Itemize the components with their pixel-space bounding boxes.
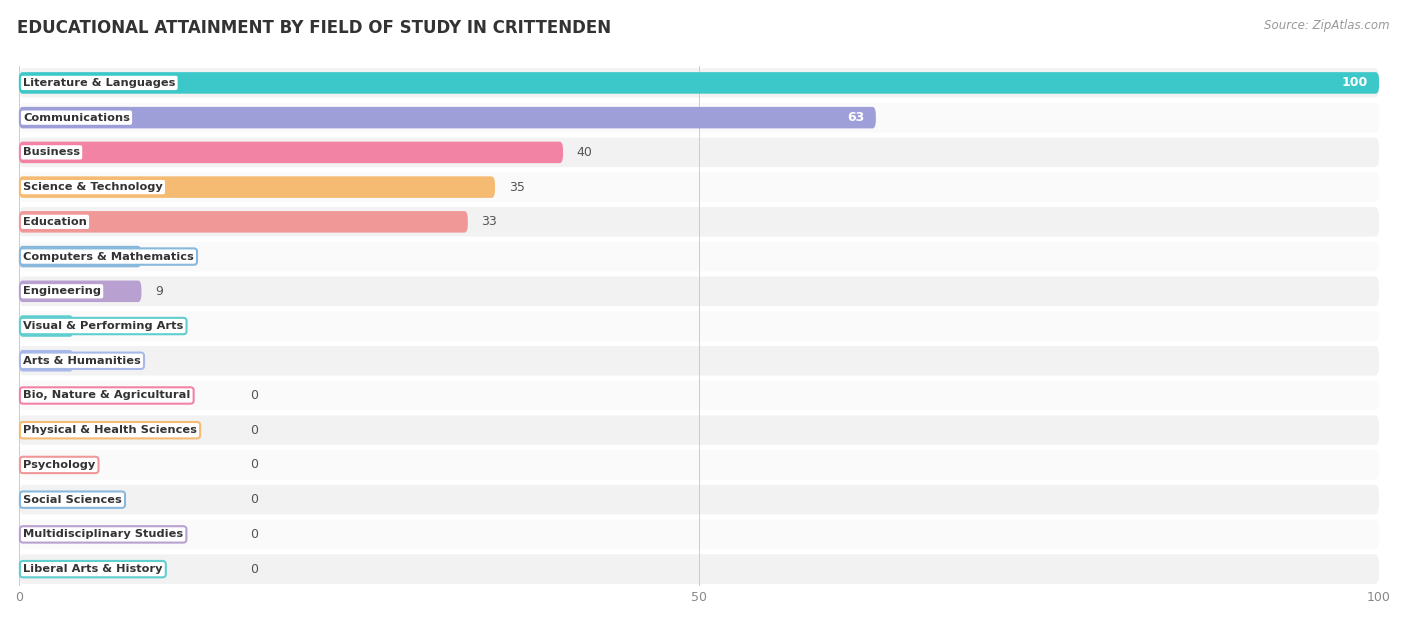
Text: 0: 0	[250, 458, 259, 471]
Text: 9: 9	[155, 250, 163, 263]
Text: Source: ZipAtlas.com: Source: ZipAtlas.com	[1264, 19, 1389, 32]
FancyBboxPatch shape	[20, 138, 1379, 167]
Text: 4: 4	[87, 320, 94, 332]
FancyBboxPatch shape	[20, 312, 1379, 341]
Text: Literature & Languages: Literature & Languages	[22, 78, 176, 88]
Text: 4: 4	[87, 355, 94, 367]
Text: 35: 35	[509, 181, 524, 193]
Text: 100: 100	[1341, 76, 1368, 89]
Text: Physical & Health Sciences: Physical & Health Sciences	[22, 425, 197, 435]
Text: Arts & Humanities: Arts & Humanities	[22, 356, 141, 366]
Text: 0: 0	[250, 528, 259, 541]
Text: 33: 33	[481, 216, 498, 228]
Text: Communications: Communications	[22, 112, 129, 123]
FancyBboxPatch shape	[20, 281, 142, 302]
Text: 40: 40	[576, 146, 592, 159]
FancyBboxPatch shape	[20, 246, 142, 267]
Text: Liberal Arts & History: Liberal Arts & History	[22, 564, 163, 574]
FancyBboxPatch shape	[20, 350, 73, 372]
Text: Engineering: Engineering	[22, 286, 101, 296]
FancyBboxPatch shape	[20, 242, 1379, 271]
Text: Computers & Mathematics: Computers & Mathematics	[22, 252, 194, 262]
FancyBboxPatch shape	[20, 277, 1379, 306]
Text: Psychology: Psychology	[22, 460, 96, 470]
FancyBboxPatch shape	[20, 211, 468, 233]
Text: 9: 9	[155, 285, 163, 298]
FancyBboxPatch shape	[20, 207, 1379, 236]
FancyBboxPatch shape	[20, 380, 1379, 410]
Text: Education: Education	[22, 217, 87, 227]
FancyBboxPatch shape	[20, 72, 1379, 94]
FancyBboxPatch shape	[20, 107, 876, 128]
Text: Bio, Nature & Agricultural: Bio, Nature & Agricultural	[22, 391, 190, 401]
FancyBboxPatch shape	[20, 315, 73, 337]
Text: 0: 0	[250, 423, 259, 437]
Text: EDUCATIONAL ATTAINMENT BY FIELD OF STUDY IN CRITTENDEN: EDUCATIONAL ATTAINMENT BY FIELD OF STUDY…	[17, 19, 612, 37]
FancyBboxPatch shape	[20, 103, 1379, 133]
Text: Business: Business	[22, 147, 80, 157]
FancyBboxPatch shape	[20, 346, 1379, 375]
FancyBboxPatch shape	[20, 415, 1379, 445]
Text: Visual & Performing Arts: Visual & Performing Arts	[22, 321, 183, 331]
FancyBboxPatch shape	[20, 485, 1379, 514]
FancyBboxPatch shape	[20, 520, 1379, 549]
Text: 0: 0	[250, 389, 259, 402]
FancyBboxPatch shape	[20, 142, 562, 163]
Text: 0: 0	[250, 493, 259, 506]
Text: 0: 0	[250, 562, 259, 576]
FancyBboxPatch shape	[20, 173, 1379, 202]
FancyBboxPatch shape	[20, 450, 1379, 480]
Text: Science & Technology: Science & Technology	[22, 182, 163, 192]
FancyBboxPatch shape	[20, 176, 495, 198]
Text: Social Sciences: Social Sciences	[22, 495, 122, 505]
FancyBboxPatch shape	[20, 554, 1379, 584]
Text: 63: 63	[848, 111, 865, 124]
FancyBboxPatch shape	[20, 68, 1379, 98]
Text: Multidisciplinary Studies: Multidisciplinary Studies	[22, 530, 183, 539]
